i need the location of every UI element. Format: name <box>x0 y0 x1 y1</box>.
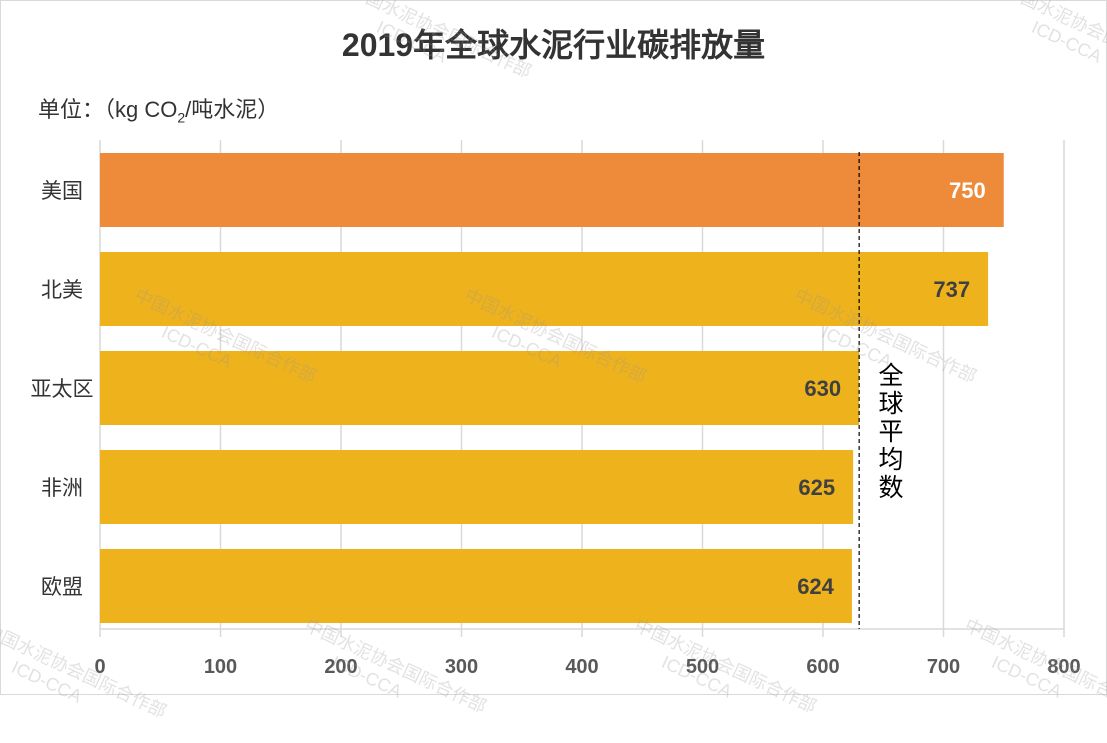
bar <box>100 351 860 425</box>
unit-prefix: 单位：（kg CO <box>38 97 178 122</box>
bar <box>100 549 852 623</box>
unit-suffix: /吨水泥） <box>185 97 280 122</box>
data-label: 625 <box>798 475 835 500</box>
chart-title: 2019年全球水泥行业碳排放量 <box>341 27 766 63</box>
data-label: 737 <box>933 277 970 302</box>
data-label: 750 <box>949 178 986 203</box>
bar <box>100 450 854 524</box>
x-tick-label: 600 <box>806 656 839 678</box>
category-label: 非洲 <box>41 476 83 500</box>
data-label: 624 <box>797 574 834 599</box>
x-tick-label: 0 <box>94 656 105 678</box>
x-tick-label: 400 <box>565 656 598 678</box>
category-label: 欧盟 <box>41 575 83 599</box>
data-label: 630 <box>804 376 841 401</box>
x-tick-label: 200 <box>324 656 357 678</box>
x-tick-label: 300 <box>445 656 478 678</box>
category-label: 美国 <box>41 179 83 203</box>
unit-subscript: 2 <box>177 109 186 126</box>
category-label: 亚太区 <box>31 377 94 401</box>
bar <box>100 153 1004 227</box>
x-tick-label: 100 <box>204 656 237 678</box>
x-tick-label: 700 <box>927 656 960 678</box>
bar-chart: 0 100 200 300 400 500 600 700 800 750 美国 737 北美 630 亚太… <box>31 140 1081 678</box>
unit-label: 单位：（kg CO2/吨水泥） <box>38 92 279 125</box>
x-tick-label: 500 <box>686 656 719 678</box>
x-tick-label: 800 <box>1047 656 1080 678</box>
average-line-label: 全球平均数 <box>878 361 904 502</box>
bar <box>100 252 989 326</box>
category-label: 北美 <box>41 278 83 302</box>
